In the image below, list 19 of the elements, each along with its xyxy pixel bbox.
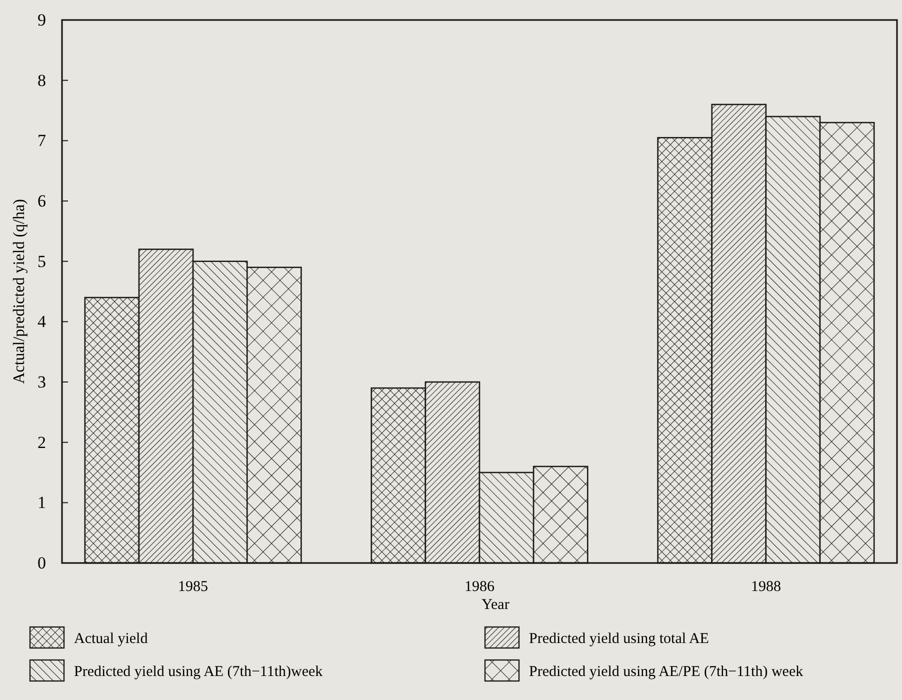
y-tick-label: 6	[38, 192, 46, 210]
y-tick-label: 7	[38, 131, 46, 150]
x-axis-title: Year	[482, 597, 510, 613]
legend-label: Actual yield	[74, 631, 148, 647]
y-tick-label: 5	[38, 252, 46, 271]
y-tick-label: 8	[38, 70, 46, 90]
y-tick-label: 0	[38, 554, 46, 572]
y-tick-label: 3	[38, 372, 46, 392]
legend-label: Predicted yield using AE (7th−11th)week	[74, 664, 324, 680]
y-tick-label: 4	[38, 312, 46, 332]
x-tick-label: 1986	[464, 579, 495, 595]
x-tick-label: 1985	[178, 579, 208, 595]
x-tick-label: 1988	[750, 579, 781, 595]
y-axis-title: Actual/predicted yield (q/ha)	[11, 199, 28, 384]
y-tick-label: 1	[38, 493, 46, 512]
y-tick-label: 9	[38, 10, 46, 30]
legend-label: Predicted yield using AE/PE (7th−11th) week	[529, 664, 804, 680]
y-tick-label: 2	[38, 432, 46, 452]
legend-label: Predicted yield using total AE	[529, 631, 709, 647]
